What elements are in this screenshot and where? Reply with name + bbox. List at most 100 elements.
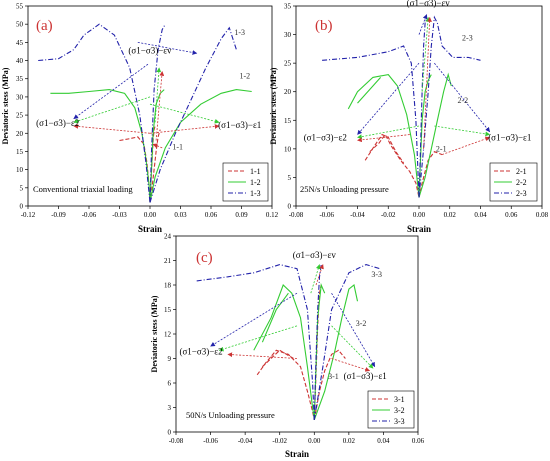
panel-b-legend-entry-1: 2-1: [516, 167, 527, 176]
panel-b-curve-label: 2-2: [457, 96, 468, 105]
panel-c-xtick-label: 0.06: [412, 437, 425, 445]
panel-a-xtick-label: -0.09: [51, 211, 66, 219]
panel-a-xtick-label: -0.12: [21, 211, 36, 219]
panel-b-legend-entry-3: 2-3: [516, 189, 527, 198]
panel-b-legend-entry-2: 2-2: [516, 178, 527, 187]
panel-b-label: (b): [315, 18, 333, 34]
panel-c-annotation-arrow: [311, 265, 320, 294]
panel-b-ytick-label: 15: [284, 117, 292, 125]
panel-a-ytick-label: 25: [16, 112, 24, 120]
panel-c-note: 50N/s Unloading pressure: [186, 410, 275, 420]
panel-b-xtick-label: 0.00: [413, 211, 426, 219]
panel-b-series-2-3-line: [322, 46, 419, 197]
panel-c-ytick-label: 21: [164, 257, 172, 265]
panel-b-annotation-arrow: [442, 137, 490, 154]
panel-b-legend: 2-1 2-2 2-3: [490, 163, 537, 201]
panel-c-ytick-label: 18: [164, 282, 172, 290]
panel-c-curve-label: 3-3: [371, 270, 382, 279]
panel-a-annotation-arrow: [153, 144, 162, 148]
panel-c-ylabel: Deviatoric stess (MPa): [150, 295, 159, 372]
panel-c-series-3-1-line: [314, 350, 345, 420]
panel-c-ytick-label: 0: [168, 429, 172, 437]
panel-c-relation-annotation: (σ1−σ3)−εv: [293, 250, 337, 260]
panel-b-relation-annotation: (σ1−σ3)−ε1: [488, 132, 531, 142]
panel-b-xtick-label: -0.04: [350, 211, 365, 219]
panel-a-xtick-label: 0.12: [266, 211, 279, 219]
panel-a-ytick-label: 30: [16, 93, 24, 101]
panel-a-ytick-label: 0: [20, 203, 24, 211]
panel-c-xtick-label: 0.02: [343, 437, 356, 445]
panel-c-series-3-3-line: [197, 265, 315, 420]
panel-c-series-3-1-line: [262, 350, 293, 366]
panel-b-xtick-label: 0.02: [444, 211, 457, 219]
panel-b-ytick-label: 25: [284, 60, 292, 68]
panel-a-ytick-label: 40: [16, 57, 24, 65]
panel-a-ytick-label: 5: [20, 184, 24, 192]
panel-a-xtick-label: 0.09: [235, 211, 248, 219]
panel-b-series-2-1-line: [419, 152, 442, 198]
panel-b-xtick-label: -0.08: [289, 211, 304, 219]
panel-b-curve-label: 2-3: [462, 33, 473, 42]
panel-a-ytick-label: 55: [16, 3, 24, 11]
panel-c-annotation-arrow: [332, 293, 375, 367]
panel-c-relation-annotation: (σ1−σ3)−ε2: [179, 346, 222, 356]
panel-c-ytick-label: 9: [168, 355, 172, 363]
panel-a-ylabel: Deviatoric stess (MPa): [1, 67, 10, 144]
panel-a-xtick-label: 0.00: [144, 211, 157, 219]
panel-a-legend: 1-1 1-2 1-3: [223, 163, 268, 201]
panel-a-xlabel: Strain: [138, 224, 162, 234]
panel-c-legend-entry-2: 3-2: [394, 406, 405, 415]
panel-a-xtick-label: -0.03: [112, 211, 127, 219]
panel-b-xtick-label: 0.04: [474, 211, 487, 219]
panel-a-label: (a): [36, 18, 53, 34]
panel-b-ytick-label: 30: [284, 31, 292, 39]
panel-c-legend-entry-1: 3-1: [394, 395, 405, 404]
panel-c-ytick-label: 12: [164, 331, 172, 339]
panel-b-annotation-arrow: [358, 63, 420, 134]
panel-c-curve-label: 3-1: [328, 372, 339, 381]
panel-c-annotation-arrow: [211, 293, 297, 346]
panel-b-ytick-label: 5: [288, 174, 292, 182]
panel-b-ytick-label: 0: [288, 203, 292, 211]
panel-b-ytick-label: 35: [284, 3, 292, 11]
panel-b-ytick-label: 10: [284, 145, 292, 153]
panel-a-ytick-label: 10: [16, 166, 24, 174]
panel-c-xlabel: Strain: [285, 449, 309, 459]
panel-a-ytick-label: 50: [16, 21, 24, 29]
panel-b-series-2-3-line: [419, 17, 481, 197]
panel-c-ytick-label: 3: [168, 404, 172, 412]
panel-c-relation-annotation: (σ1−σ3)−ε1: [344, 371, 387, 381]
panel-a-xtick-label: -0.06: [82, 211, 97, 219]
panel-c-xtick-label: -0.08: [169, 437, 184, 445]
panel-c-ytick-label: 24: [164, 233, 172, 241]
panel-a-ytick-label: 20: [16, 130, 24, 138]
panel-a-ytick-label: 35: [16, 75, 24, 83]
panel-b-curve-label: 2-1: [436, 145, 447, 154]
panel-c-curve-label: 3-2: [356, 319, 367, 328]
panel-b-annotation-arrow: [434, 126, 489, 135]
panel-c-ytick-label: 6: [168, 380, 172, 388]
panel-a-annotation-arrow: [74, 126, 150, 133]
panel-c-xtick-label: -0.04: [238, 437, 253, 445]
panel-b: -0.08 -0.06 -0.04 -0.02 0.00 0.02 0.04 0.06 0.08…: [269, 0, 549, 234]
panel-b-ytick-label: 20: [284, 88, 292, 96]
panel-a-annotation-arrow: [150, 126, 219, 133]
panel-a-relation-annotation: (σ1−σ3)−ε1: [218, 120, 261, 130]
panel-c-annotation-arrow: [219, 326, 297, 351]
panel-b-xtick-label: 0.06: [505, 211, 518, 219]
panel-b-xtick-label: 0.08: [536, 211, 549, 219]
panel-b-xtick-label: -0.02: [381, 211, 396, 219]
panel-c-legend: 3-1 3-2 3-3: [368, 391, 414, 428]
panel-c-xtick-label: -0.06: [203, 437, 218, 445]
panel-b-xtick-label: -0.06: [319, 211, 334, 219]
panel-b-ylabel: Deviatoric stess (MPa): [269, 67, 278, 144]
panel-c-legend-entry-3: 3-3: [394, 417, 405, 426]
panel-c-xtick-label: 0.04: [377, 437, 390, 445]
panel-a-xtick-label: 0.03: [174, 211, 187, 219]
panel-a-legend-entry-2: 1-2: [250, 178, 261, 187]
panel-a-xtick-label: 0.06: [205, 211, 218, 219]
panel-c-annotation-arrow: [332, 359, 370, 371]
panel-c-annotation-arrow: [332, 326, 373, 368]
panel-a-ytick-label: 15: [16, 148, 24, 156]
panel-a-curve-label: 1-3: [234, 28, 245, 37]
